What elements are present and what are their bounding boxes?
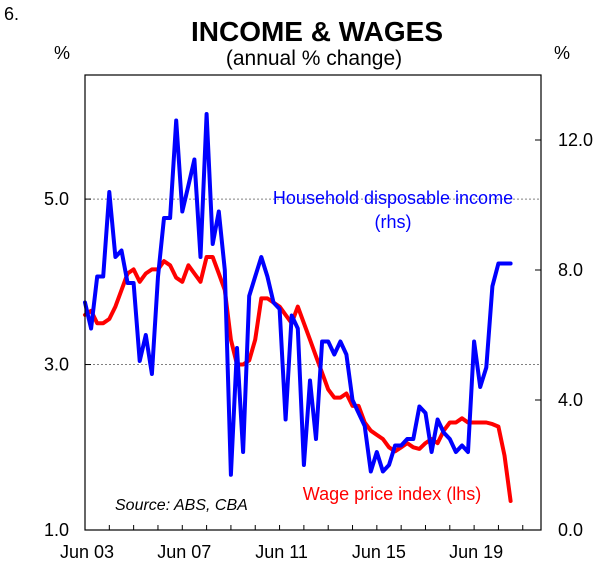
x-tick-label-1: Jun 07 [157, 542, 211, 562]
left-tick-label-2: 5.0 [44, 189, 69, 209]
blue-series-label-line1: Household disposable income [273, 188, 513, 208]
x-tick-label-0: Jun 03 [60, 542, 114, 562]
right-axis-unit: % [554, 43, 570, 63]
household-income-line [83, 112, 513, 477]
right-axis-labels: 0.0 4.0 8.0 12.0 [558, 130, 593, 540]
plot-frame [84, 74, 542, 531]
right-tick-label-2: 8.0 [558, 260, 583, 280]
chart-title: INCOME & WAGES [191, 16, 443, 47]
chart-subtitle: (annual % change) [226, 47, 402, 70]
x-tick-label-4: Jun 19 [449, 542, 503, 562]
left-tick-label-0: 1.0 [44, 520, 69, 540]
chart-number: 6. [4, 4, 19, 24]
source-note: Source: ABS, CBA [115, 497, 248, 514]
gridlines [85, 198, 541, 366]
series-lines [83, 112, 513, 503]
x-tick-label-2: Jun 11 [255, 542, 308, 562]
left-tick-label-1: 3.0 [44, 355, 69, 375]
left-axis-unit: % [54, 43, 70, 63]
right-tick-label-0: 0.0 [558, 520, 583, 540]
right-tick-label-1: 4.0 [558, 390, 583, 410]
left-axis-labels: 1.0 3.0 5.0 [44, 189, 69, 540]
x-tick-label-3: Jun 15 [352, 542, 406, 562]
red-series-label: Wage price index (lhs) [303, 484, 481, 504]
wage-price-index-line [83, 255, 513, 503]
x-axis-labels: Jun 03 Jun 07 Jun 11 Jun 15 Jun 19 [60, 542, 503, 562]
right-tick-label-3: 12.0 [558, 130, 593, 150]
blue-series-label-line2: (rhs) [375, 212, 412, 232]
